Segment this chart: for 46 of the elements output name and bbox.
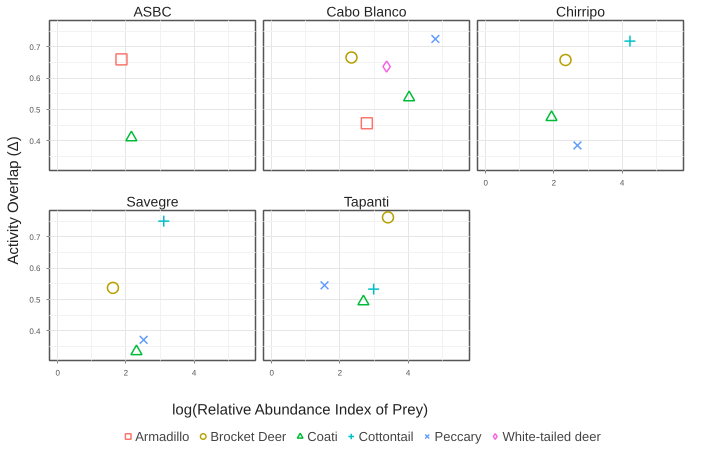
point (138, 335, 148, 344)
chart-title: Cabo Blanco (326, 4, 407, 20)
point (106, 282, 120, 294)
point (158, 214, 170, 228)
x-tick-label: 2 (338, 368, 343, 378)
y-tick-label: 0.4 (29, 326, 42, 336)
x-tick-label: 4 (406, 368, 411, 378)
y-tick-label: 0.6 (29, 264, 42, 274)
legend-label: White-tailed deer (502, 428, 601, 444)
x-tick-label: 0 (269, 368, 274, 378)
legend-label: Coati (307, 428, 338, 444)
chart-title: Savegre (126, 194, 179, 210)
point (382, 60, 392, 73)
point (360, 116, 374, 130)
point (545, 110, 558, 122)
legend-label: Armadillo (135, 428, 190, 444)
point (130, 344, 143, 356)
x-tick-label: 0 (55, 368, 60, 378)
y-tick-label: 0.7 (29, 232, 42, 242)
legend-label: Peccary (434, 428, 482, 444)
point (559, 54, 572, 66)
legend-label: Cottontail (358, 428, 414, 444)
chart-title: Tapanti (344, 194, 390, 210)
y-tick-label: 0.5 (29, 295, 42, 304)
point (382, 211, 394, 224)
point (572, 140, 582, 150)
x-tick-label: 4 (192, 368, 197, 378)
x-axis-title: log(Relative Abundance Index of Prey) (172, 401, 428, 418)
point (367, 282, 380, 296)
chart-title: Chirripo (556, 4, 606, 20)
point (430, 34, 440, 44)
point (624, 34, 636, 48)
point (320, 280, 330, 290)
y-axis-title: Activity Overlap (Δ) (5, 136, 22, 265)
legend-label: Brocket Deer (210, 428, 286, 444)
x-tick-label: 0 (483, 178, 488, 188)
point (357, 294, 370, 306)
x-tick-label: 2 (552, 178, 557, 188)
y-tick-label: 0.4 (29, 136, 42, 146)
y-tick-label: 0.7 (29, 42, 42, 52)
x-tick-label: 4 (620, 178, 625, 188)
point (345, 51, 358, 64)
y-tick-label: 0.6 (29, 74, 42, 84)
chart-title: ASBC (133, 4, 172, 20)
x-tick-label: 2 (124, 368, 129, 378)
y-tick-label: 0.5 (29, 105, 42, 114)
